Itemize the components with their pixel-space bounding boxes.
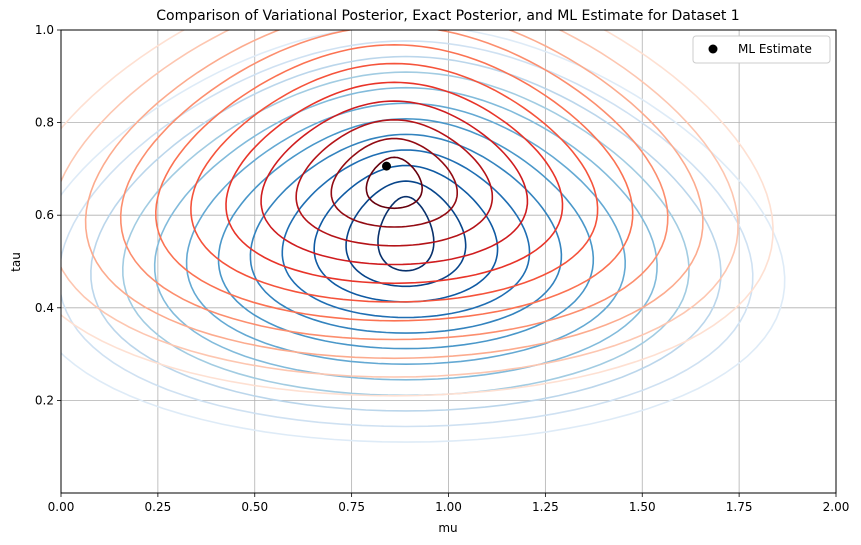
x-tick-label: 0.00	[48, 500, 75, 514]
x-tick-label: 1.25	[532, 500, 559, 514]
scatter-points	[382, 161, 391, 171]
y-tick-label: 0.2	[35, 393, 54, 407]
y-tick-label: 1.0	[35, 23, 54, 37]
blue-contour-level-10	[61, 40, 754, 428]
contour-lines	[61, 30, 786, 443]
y-tick-label: 0.4	[35, 301, 54, 315]
y-tick-label: 0.8	[35, 116, 54, 130]
x-axis-ticks: 0.00 0.25 0.50 0.75 1.00 1.25 1.50 1.75 2.00	[48, 493, 850, 514]
blue-contour-level-6	[185, 102, 627, 366]
red-contour-level-0	[365, 156, 424, 210]
blue-contour-level-2	[313, 164, 499, 303]
y-tick-label: 0.6	[35, 208, 54, 222]
legend-label-ml-estimate: ML Estimate	[738, 42, 812, 56]
red-contour-level-6	[154, 43, 634, 322]
x-tick-label: 1.75	[726, 500, 753, 514]
blue-contour-level-4	[249, 133, 563, 334]
chart-title: Comparison of Variational Posterior, Exa…	[156, 8, 739, 24]
x-tick-label: 2.00	[823, 500, 850, 514]
blue-contour-level-7	[153, 86, 658, 381]
blue-contour-level-9	[90, 55, 722, 412]
red-contour-level-3	[260, 100, 529, 266]
red-contour-level-2	[295, 118, 494, 247]
blue-contour-level-8	[121, 71, 690, 397]
x-axis-label: mu	[438, 521, 457, 535]
blue-contour-level-3	[281, 149, 531, 319]
blue-contour-level-11	[61, 30, 786, 443]
red-contour-level-10	[61, 30, 774, 397]
x-tick-label: 1.50	[629, 500, 656, 514]
x-tick-label: 0.25	[145, 500, 172, 514]
red-contour-level-4	[225, 81, 564, 285]
red-contour-level-1	[330, 137, 458, 228]
legend-marker-ml-estimate	[708, 44, 718, 54]
x-tick-label: 0.75	[338, 500, 365, 514]
blue-contour-level-1	[345, 180, 467, 288]
red-contour-level-8	[84, 30, 704, 360]
red-contour-level-5	[190, 62, 599, 303]
y-axis-ticks: 0.2 0.4 0.6 0.8 1.0	[35, 23, 61, 407]
red-contour-level-9	[61, 30, 739, 378]
x-tick-label: 0.50	[241, 500, 268, 514]
legend: ML Estimate	[692, 35, 831, 64]
y-axis-label: tau	[9, 252, 23, 272]
red-contour-level-7	[119, 30, 669, 341]
legend-box	[692, 35, 831, 64]
ml-estimate-point	[382, 161, 391, 171]
x-tick-label: 1.00	[435, 500, 462, 514]
blue-contour-level-5	[217, 117, 595, 350]
